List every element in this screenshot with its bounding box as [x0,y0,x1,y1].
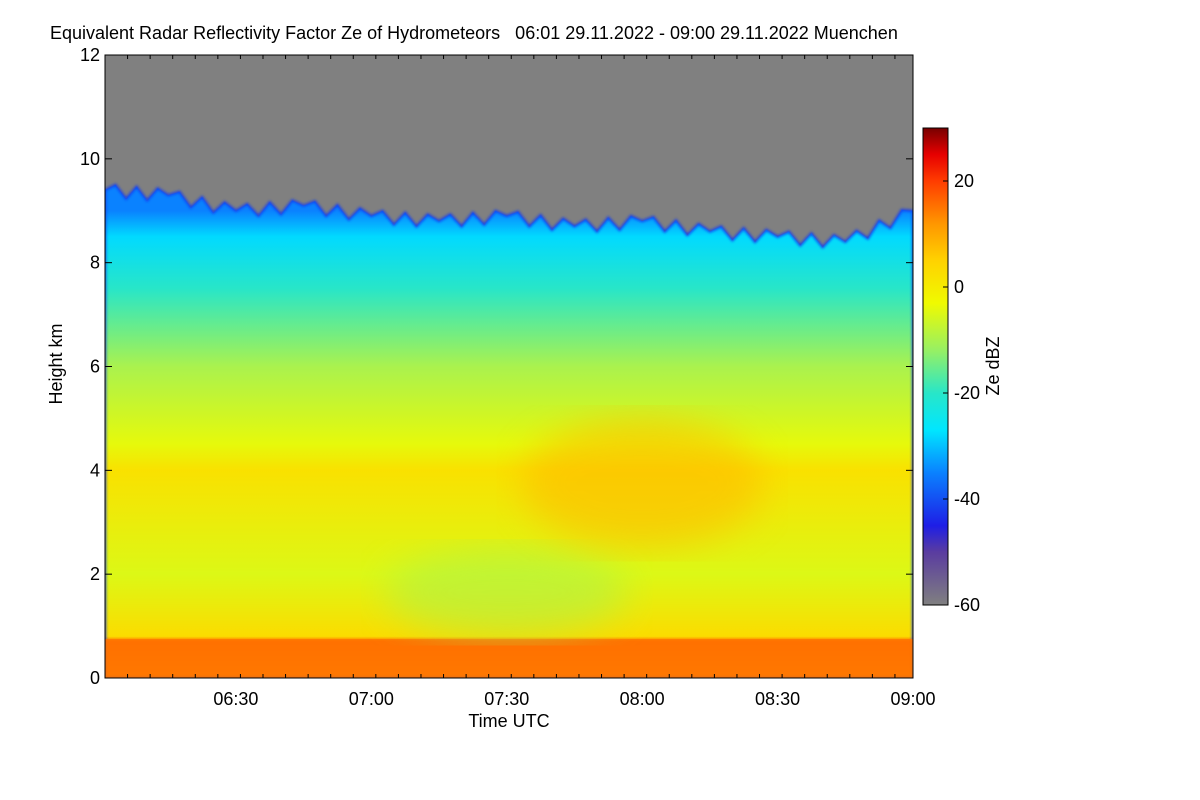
y-axis-label: Height km [46,323,66,404]
ground-bright-band [105,639,913,678]
y-axis: 0 2 4 6 8 10 12 [80,45,913,688]
y-tick-label: 8 [90,253,100,273]
x-axis-label: Time UTC [468,711,549,731]
y-tick-label: 12 [80,45,100,65]
colorbar: -60 -40 -20 0 20 [922,127,980,615]
echo-profile [105,184,913,678]
weak-echo-patch [385,548,628,637]
y-tick-label: 0 [90,668,100,688]
y-tick-label: 2 [90,564,100,584]
colorbar-tick-label: -40 [954,489,980,509]
x-tick-label: 06:30 [213,689,258,709]
x-tick-label: 08:00 [620,689,665,709]
y-tick-label: 10 [80,149,100,169]
colorbar-tick-label: 0 [954,277,964,297]
colorbar-tick-label: 20 [954,171,974,191]
y-tick-label: 4 [90,460,100,480]
colorbar-ticks: -60 -40 -20 0 20 [943,171,980,615]
colorbar-tick-label: -20 [954,383,980,403]
x-tick-label: 08:30 [755,689,800,709]
x-tick-label: 09:00 [890,689,935,709]
x-tick-label: 07:30 [484,689,529,709]
y-tick-label: 6 [90,357,100,377]
heatmap-plot-area [105,55,913,678]
enhanced-echo-band [520,418,764,549]
cloud-top-edge [105,183,913,678]
x-tick-label: 07:00 [349,689,394,709]
chart-title: Equivalent Radar Reflectivity Factor Ze … [50,23,898,43]
colorbar-label: Ze dBZ [983,336,1003,395]
x-axis: 06:30 07:00 07:30 08:00 08:30 09:00 [104,55,936,709]
colorbar-tick-label: -60 [954,595,980,615]
colorbar-scale [922,127,949,606]
echo-region [105,183,913,678]
